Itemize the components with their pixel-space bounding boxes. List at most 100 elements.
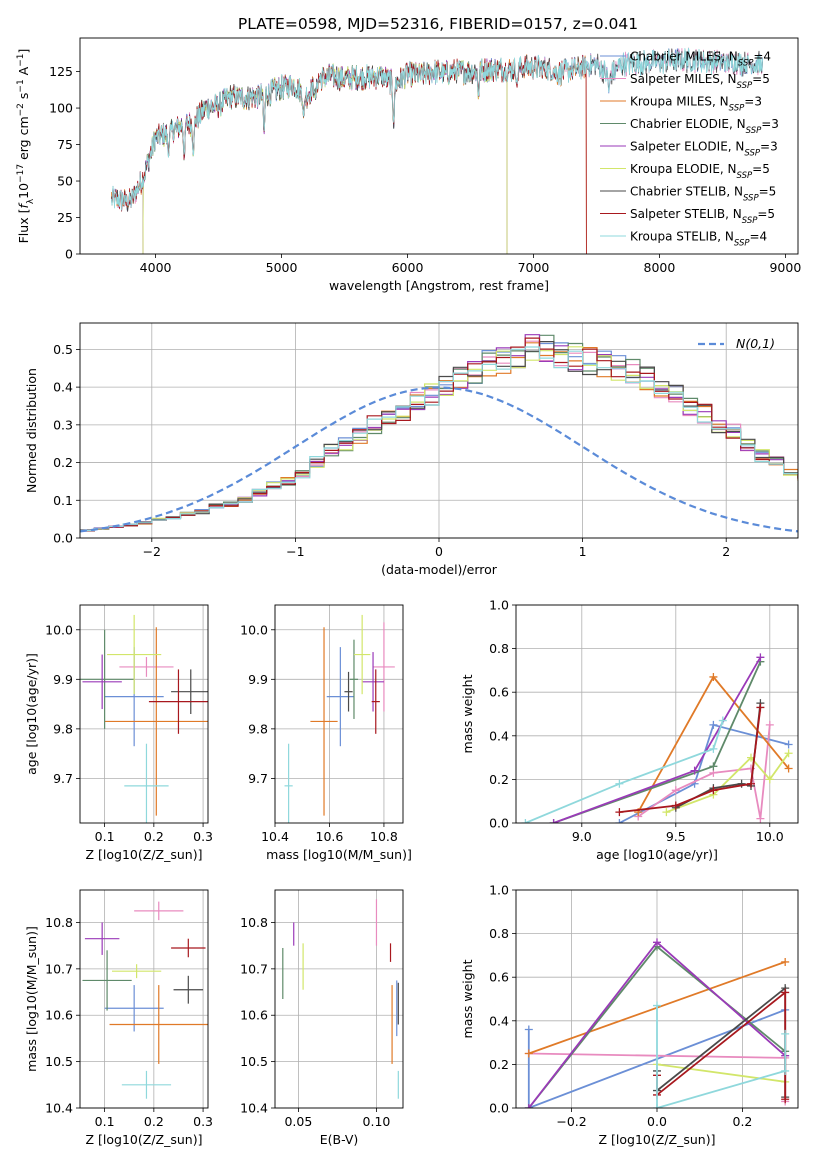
legend-label: Salpeter MILES, NSSP=5 xyxy=(630,72,770,91)
y-tick-label: 0 xyxy=(65,247,73,262)
weight-line xyxy=(656,1005,787,1108)
legend-label: Kroupa ELODIE, NSSP=5 xyxy=(630,162,770,181)
residuals-plot-area xyxy=(80,334,798,533)
weight-marker xyxy=(615,819,624,823)
weight-marker xyxy=(521,819,530,823)
z_age-plot-area xyxy=(80,614,208,823)
weight-marker xyxy=(756,814,765,823)
weight-marker xyxy=(709,786,718,795)
y-tick-label: 1.0 xyxy=(489,598,509,613)
legend-label: Salpeter ELODIE, NSSP=3 xyxy=(630,140,778,159)
x-tick-label: 0.2 xyxy=(733,1114,753,1129)
x-tick-label: 0.1 xyxy=(95,829,115,844)
histogram-step xyxy=(80,342,798,531)
x-tick-label: −2 xyxy=(143,544,161,559)
x-tick-label: 10.4 xyxy=(261,829,289,844)
x-tick-label: 0.10 xyxy=(363,1114,391,1129)
axes-frame xyxy=(79,322,799,539)
y-axis-label: Normed distribution xyxy=(24,368,39,493)
y-tick-label: 0.6 xyxy=(489,685,509,700)
histogram-step xyxy=(80,334,798,532)
legend-label: Chabrier STELIB, NSSP=5 xyxy=(630,185,776,204)
x-tick-label: 9.5 xyxy=(666,829,686,844)
weight-marker xyxy=(756,703,765,712)
weight-line xyxy=(525,720,724,823)
y-tick-label: 10.4 xyxy=(45,1101,73,1116)
legend-label: Salpeter STELIB, NSSP=5 xyxy=(630,207,775,226)
y-tick-label: 0.2 xyxy=(53,455,73,470)
spectrum-axes: 4000 5000 6000 7000 8000 9000 0 25 50 75 100 125 wav… xyxy=(16,37,801,293)
y-tick-label: 0.8 xyxy=(489,926,509,941)
legend-label: Chabrier ELODIE, NSSP=3 xyxy=(630,117,779,136)
weight-marker xyxy=(784,749,793,758)
weight-marker xyxy=(781,957,790,966)
x-axis-label: age [log10(age/yr)] xyxy=(596,847,718,862)
spectrum-line xyxy=(111,47,763,211)
y-tick-label: 9.7 xyxy=(53,771,73,786)
figure-title: PLATE=0598, MJD=52316, FIBERID=0157, z=0… xyxy=(238,15,638,33)
spectrum-legend: Chabrier MILES, NSSP=4 Salpeter MILES, NS… xyxy=(600,50,779,249)
mass_age-axes: 10.4 10.6 10.8 9.7 9.8 9.9 10.0 mass [log10(M/M… xyxy=(240,604,412,862)
x-tick-label: 8000 xyxy=(644,260,676,275)
weight-marker xyxy=(781,1029,790,1038)
weight-marker xyxy=(524,1025,533,1034)
weight-marker xyxy=(709,762,718,771)
x-tick-label: 7000 xyxy=(518,260,550,275)
y-tick-label: 75 xyxy=(57,137,73,152)
y-tick-label: 0.4 xyxy=(489,1013,509,1028)
weight-marker xyxy=(653,938,661,947)
histogram-step xyxy=(80,340,798,532)
histogram-step xyxy=(80,334,798,531)
weight-marker xyxy=(709,720,718,729)
x-tick-label: 6000 xyxy=(392,260,424,275)
histogram-step xyxy=(80,346,798,532)
axes-frame xyxy=(79,889,209,1109)
legend-label: N(0,1) xyxy=(736,336,775,351)
weight-marker xyxy=(524,1049,533,1058)
y-tick-label: 0.4 xyxy=(489,728,509,743)
y-tick-label: 10.7 xyxy=(240,961,268,976)
y-tick-label: 10.0 xyxy=(240,622,268,637)
x-tick-label: 0 xyxy=(435,544,443,559)
x-tick-label: 0.05 xyxy=(284,1114,312,1129)
mass_age-plot-area xyxy=(284,614,395,823)
weight-marker xyxy=(615,779,624,788)
z_weight-axes: −0.2 0.0 0.2 0.0 0.2 0.4 0.6 0.8 1.0 Z [log10(Z/Z… xyxy=(460,883,799,1147)
x-tick-label: 0.2 xyxy=(144,829,164,844)
y-tick-label: 0.1 xyxy=(53,493,73,508)
y-tick-label: 0.2 xyxy=(489,772,509,787)
y-tick-label: 0.8 xyxy=(489,641,509,656)
weight-marker xyxy=(781,988,790,997)
y-tick-label: 0.0 xyxy=(489,816,509,831)
x-tick-label: 0.0 xyxy=(647,1114,667,1129)
x-tick-label: 10.0 xyxy=(756,829,784,844)
weight-line xyxy=(656,1063,786,1083)
weight-marker xyxy=(718,716,727,725)
y-tick-label: 10.5 xyxy=(45,1054,73,1069)
weight-marker xyxy=(781,1066,790,1075)
z_age-axes: 0.1 0.2 0.3 9.7 9.8 9.9 10.0 Z [log10(Z/Z_sun)]… xyxy=(24,604,213,862)
x-tick-label: −1 xyxy=(286,544,304,559)
age_weight-plot-area xyxy=(521,653,793,823)
histogram-step xyxy=(80,341,798,531)
weight-marker xyxy=(765,775,774,784)
spectrum-line xyxy=(142,58,508,254)
x-tick-label: 9000 xyxy=(769,260,801,275)
legend-label: Chabrier MILES, NSSP=4 xyxy=(630,50,771,69)
y-tick-label: 10.8 xyxy=(240,915,268,930)
y-tick-label: 10.7 xyxy=(45,961,73,976)
x-tick-label: 1 xyxy=(579,544,587,559)
x-axis-label: mass [log10(M/M_sun)] xyxy=(266,847,412,862)
y-tick-label: 9.8 xyxy=(248,721,268,736)
weight-line xyxy=(637,724,771,819)
y-axis-label: mass weight xyxy=(460,959,475,1038)
x-tick-label: 0.1 xyxy=(95,1114,115,1129)
x-axis-label: wavelength [Angstrom, rest frame] xyxy=(329,278,549,293)
y-tick-label: 9.8 xyxy=(53,721,73,736)
y-axis-label: mass weight xyxy=(460,674,475,753)
y-tick-label: 0.5 xyxy=(53,342,73,357)
x-tick-label: 5000 xyxy=(266,260,298,275)
y-tick-label: 1.0 xyxy=(489,883,509,898)
x-tick-label: 10.6 xyxy=(316,829,344,844)
